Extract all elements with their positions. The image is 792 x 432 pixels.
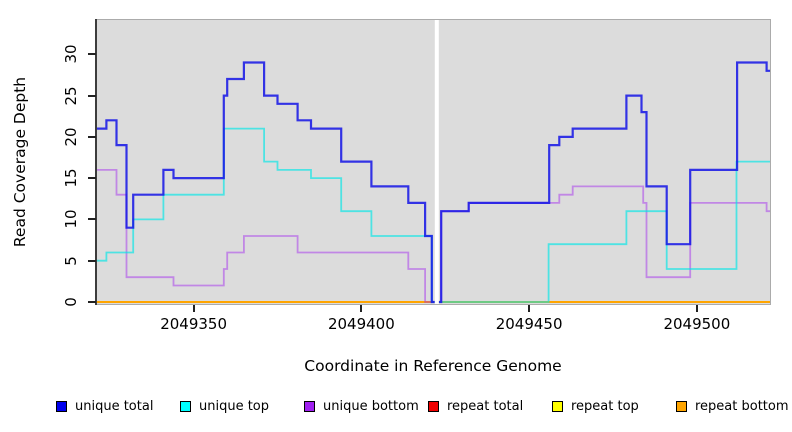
y-axis-tick	[88, 94, 96, 97]
x-axis-tick	[360, 305, 363, 312]
legend-label-repeat-total: repeat total	[447, 398, 524, 414]
legend: unique total unique top unique bottom repea…	[56, 397, 792, 415]
y-axis-tick	[88, 135, 96, 138]
y-axis-tick-label: 30	[62, 44, 80, 64]
legend-item-unique-top: unique top	[180, 397, 304, 415]
legend-label-unique-total: unique total	[75, 398, 154, 414]
unique-total-line	[97, 61, 435, 304]
legend-swatch-unique-bottom	[304, 400, 315, 412]
y-axis-tick-label: 20	[62, 127, 80, 147]
x-axis-title: Coordinate in Reference Genome	[304, 357, 562, 375]
legend-label-unique-bottom: unique bottom	[323, 398, 419, 414]
x-axis-tick-label: 2049400	[327, 315, 395, 333]
y-axis-tick	[88, 177, 96, 180]
y-axis-tick	[88, 301, 96, 304]
legend-swatch-unique-top	[180, 400, 191, 412]
y-axis-tick	[88, 53, 96, 56]
x-axis-tick-label: 2049450	[495, 315, 563, 333]
x-axis-tick-label: 2049350	[160, 315, 228, 333]
legend-item-repeat-top: repeat top	[552, 397, 676, 415]
no-coverage-gap-band	[434, 20, 439, 304]
legend-item-repeat-total: repeat total	[428, 397, 552, 415]
x-axis-tick-label: 2049500	[663, 315, 731, 333]
coverage-step-chart	[97, 20, 770, 304]
legend-swatch-repeat-total	[428, 400, 439, 412]
y-axis-tick-label: 25	[62, 86, 80, 106]
y-axis-tick-label: 10	[62, 209, 80, 229]
y-axis-tick	[88, 218, 96, 221]
x-axis-tick	[192, 305, 195, 312]
x-axis-tick	[528, 305, 531, 312]
y-axis-line	[95, 19, 97, 305]
unique-total-line	[438, 61, 770, 304]
y-axis-tick-label: 15	[62, 168, 80, 188]
legend-label-repeat-bottom: repeat bottom	[695, 398, 789, 414]
y-axis-tick-label: 0	[62, 297, 80, 307]
legend-item-unique-bottom: unique bottom	[304, 397, 428, 415]
y-axis-title: Read Coverage Depth	[11, 76, 29, 248]
legend-swatch-repeat-top	[552, 400, 563, 412]
plot-panel	[96, 19, 771, 305]
legend-label-unique-top: unique top	[199, 398, 270, 414]
y-axis-tick	[88, 259, 96, 262]
y-axis-tick-label: 5	[62, 255, 80, 266]
legend-item-unique-total: unique total	[56, 397, 180, 415]
x-axis-tick	[695, 305, 698, 312]
legend-swatch-unique-total	[56, 400, 67, 412]
legend-swatch-repeat-bottom	[676, 400, 687, 412]
unique-top-line	[97, 127, 435, 303]
legend-item-repeat-bottom: repeat bottom	[676, 397, 792, 415]
unique-top-line	[438, 160, 770, 303]
legend-label-repeat-top: repeat top	[571, 398, 639, 414]
